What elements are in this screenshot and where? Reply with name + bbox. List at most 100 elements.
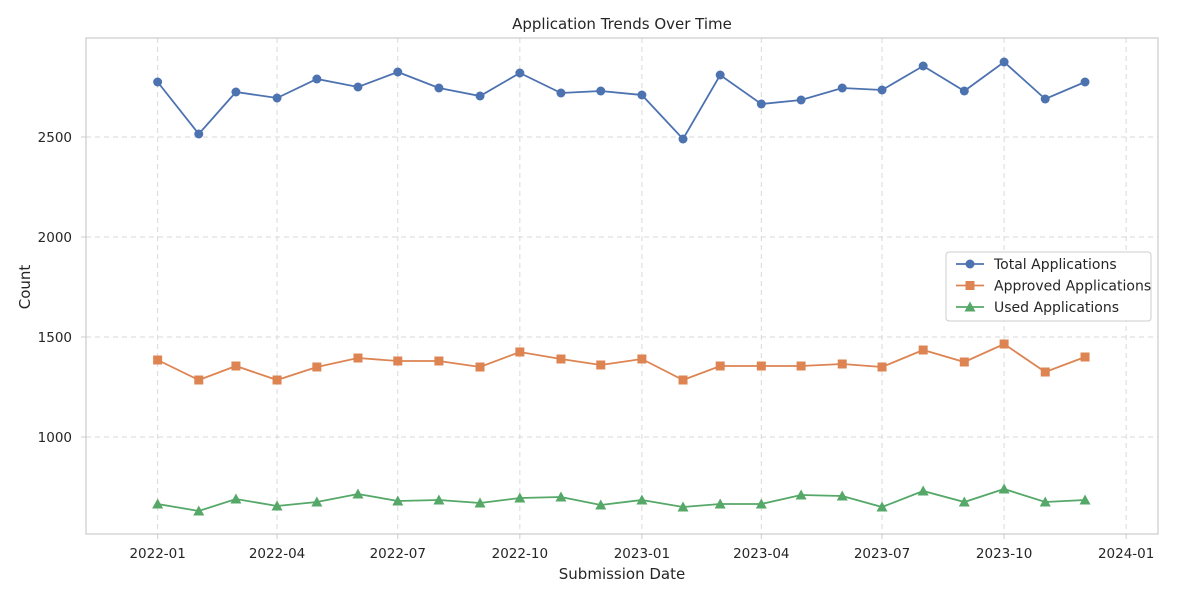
data-point — [837, 83, 847, 93]
data-point — [796, 95, 806, 105]
data-point — [312, 362, 322, 372]
series-total-applications — [153, 57, 1090, 144]
data-point — [999, 57, 1009, 67]
series-line — [157, 488, 1086, 512]
data-point — [392, 495, 404, 506]
data-point — [393, 356, 403, 366]
data-point — [876, 501, 888, 512]
x-tick-label: 2023-07 — [854, 546, 910, 562]
y-axis-label: Count — [16, 265, 34, 310]
data-point — [596, 86, 606, 96]
legend-entry-label: Total Applications — [993, 257, 1117, 273]
data-point — [231, 87, 241, 97]
data-point — [353, 82, 363, 92]
y-tick-label: 1000 — [38, 430, 72, 446]
legend-marker — [965, 281, 975, 290]
data-point — [515, 68, 525, 78]
data-point — [393, 67, 403, 77]
x-tick-label: 2022-10 — [492, 546, 548, 562]
x-tick-label: 2022-07 — [370, 546, 426, 562]
data-point — [677, 501, 689, 512]
data-point — [434, 356, 444, 366]
data-point — [678, 375, 688, 385]
plot-frame — [85, 37, 1159, 535]
data-point — [475, 91, 485, 101]
data-point — [230, 493, 242, 504]
data-point — [796, 361, 806, 371]
series-used-applications — [152, 483, 1091, 516]
x-tick-label: 2023-04 — [733, 546, 789, 562]
legend-marker — [965, 259, 975, 269]
data-point — [1040, 94, 1050, 104]
x-tick-label: 2023-01 — [614, 546, 670, 562]
y-tick-label: 2000 — [38, 230, 72, 246]
legend-box — [945, 251, 1152, 322]
data-point — [433, 494, 445, 505]
data-point — [917, 485, 929, 496]
series-layer — [152, 57, 1091, 516]
data-point — [795, 489, 807, 500]
x-tick-label: 2022-04 — [249, 546, 305, 562]
data-point — [636, 494, 648, 505]
data-point — [193, 505, 205, 516]
data-point — [637, 354, 647, 364]
data-point — [1080, 352, 1090, 362]
data-point — [756, 99, 766, 109]
data-point — [194, 129, 204, 139]
data-point — [877, 362, 887, 372]
data-point — [556, 88, 566, 98]
data-point — [153, 355, 163, 365]
data-point — [231, 361, 241, 371]
data-point — [714, 498, 726, 509]
data-point — [637, 90, 647, 100]
x-tick-label: 2022-01 — [129, 546, 185, 562]
data-point — [271, 500, 283, 511]
data-point — [959, 86, 969, 96]
legend-entry-label: Approved Applications — [994, 279, 1151, 295]
data-point — [1079, 494, 1091, 505]
data-point — [715, 70, 725, 80]
series-line — [156, 60, 1086, 141]
data-point — [272, 375, 282, 385]
data-point — [556, 354, 566, 364]
data-point — [311, 496, 323, 507]
data-point — [756, 361, 766, 371]
data-point — [555, 491, 567, 502]
data-point — [715, 361, 725, 371]
data-point — [1040, 367, 1050, 377]
y-tick-label: 1500 — [38, 330, 72, 346]
x-tick-label: 2024-01 — [1098, 546, 1154, 562]
data-point — [474, 497, 486, 508]
data-point — [352, 488, 364, 499]
data-point — [194, 375, 204, 385]
tick-labels: 2022-01 2022-04 2022-07 2022-10 2023-01 2023-… — [38, 130, 1155, 562]
data-point — [918, 61, 928, 71]
data-point — [152, 498, 164, 509]
data-point — [595, 499, 607, 510]
data-point — [959, 357, 969, 367]
series-approved-applications — [153, 339, 1090, 385]
legend-entry-label: Used Applications — [994, 300, 1119, 316]
data-point — [998, 483, 1010, 494]
data-point — [434, 83, 444, 93]
data-point — [837, 359, 847, 369]
y-tick-label: 2500 — [38, 130, 72, 146]
data-point — [958, 496, 970, 507]
chart-title: Application Trends Over Time — [512, 15, 732, 33]
legend-marker — [964, 301, 976, 312]
data-point — [353, 353, 363, 363]
data-point — [475, 362, 485, 372]
data-point — [312, 74, 322, 84]
data-point — [836, 490, 848, 501]
series-line — [157, 342, 1086, 381]
data-point — [1039, 496, 1051, 507]
data-point — [678, 134, 688, 144]
data-point — [755, 498, 767, 509]
legend: Total Applications Approved Applications U… — [945, 251, 1152, 322]
data-point — [1080, 77, 1090, 87]
data-point — [514, 492, 526, 503]
x-tick-label: 2023-10 — [976, 546, 1032, 562]
data-point — [515, 347, 525, 357]
data-point — [153, 77, 163, 87]
